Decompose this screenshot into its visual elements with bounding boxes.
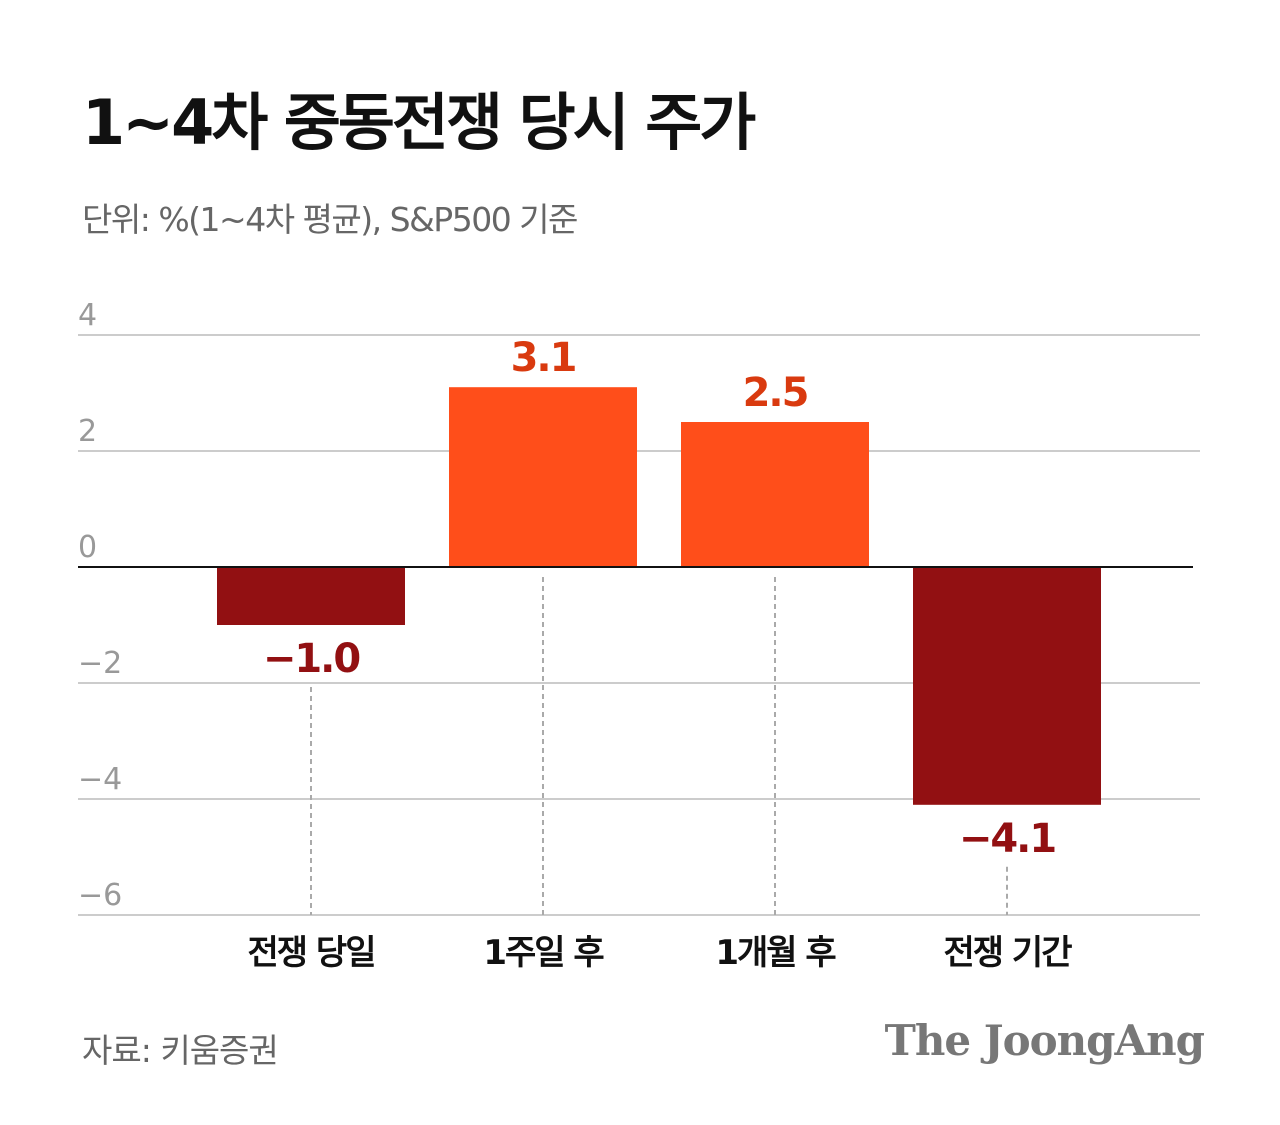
x-category-label: 전쟁 기간 — [944, 933, 1073, 973]
publisher-logo: The JoongAng — [884, 1016, 1205, 1065]
x-category-label: 전쟁 당일 — [248, 933, 375, 973]
data-label: 2.5 — [743, 370, 808, 416]
y-tick-label: 2 — [78, 414, 97, 449]
y-tick-label: −6 — [78, 878, 122, 913]
chart-subtitle: 단위: %(1~4차 평균), S&P500 기준 — [82, 200, 578, 239]
chart-title: 1~4차 중동전쟁 당시 주가 — [82, 86, 756, 159]
x-category-label: 1개월 후 — [715, 933, 836, 973]
bar — [681, 422, 869, 567]
bar — [217, 567, 405, 625]
source-note: 자료: 키움증권 — [82, 1031, 279, 1070]
y-tick-label: 4 — [78, 298, 97, 333]
y-tick-label: −4 — [78, 762, 122, 797]
data-label: −1.0 — [263, 636, 360, 682]
bar — [449, 387, 637, 567]
bar — [913, 567, 1101, 805]
y-tick-label: 0 — [78, 530, 97, 565]
data-label: 3.1 — [511, 335, 576, 381]
y-tick-label: −2 — [78, 646, 122, 681]
x-category-label: 1주일 후 — [483, 933, 604, 973]
data-label: −4.1 — [959, 816, 1056, 862]
